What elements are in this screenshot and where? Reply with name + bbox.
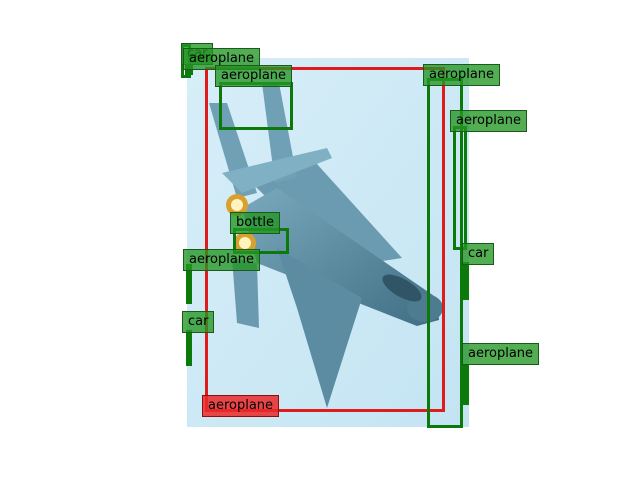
detection-label-2: aeroplane — [183, 48, 261, 70]
ground-truth-label: aeroplane — [202, 395, 280, 417]
detection-label-9: car — [182, 311, 215, 333]
detection-box-10 — [463, 365, 469, 405]
detection-label-7: bottle — [230, 212, 281, 234]
detection-label-5: aeroplane — [450, 110, 528, 132]
detection-label-6: car — [462, 243, 495, 265]
detection-label-4: aeroplane — [423, 64, 501, 86]
detection-box-5 — [453, 126, 467, 250]
jet-photo — [187, 58, 469, 427]
fighter-jet-image — [187, 58, 469, 427]
detection-box-9 — [186, 330, 192, 366]
detection-box-6 — [463, 262, 469, 300]
detection-label-3: aeroplane — [215, 65, 293, 87]
detection-label-8: aeroplane — [183, 249, 261, 271]
detection-box-3 — [219, 82, 293, 130]
detection-label-10: aeroplane — [462, 343, 540, 365]
ground-truth-box — [205, 67, 445, 412]
